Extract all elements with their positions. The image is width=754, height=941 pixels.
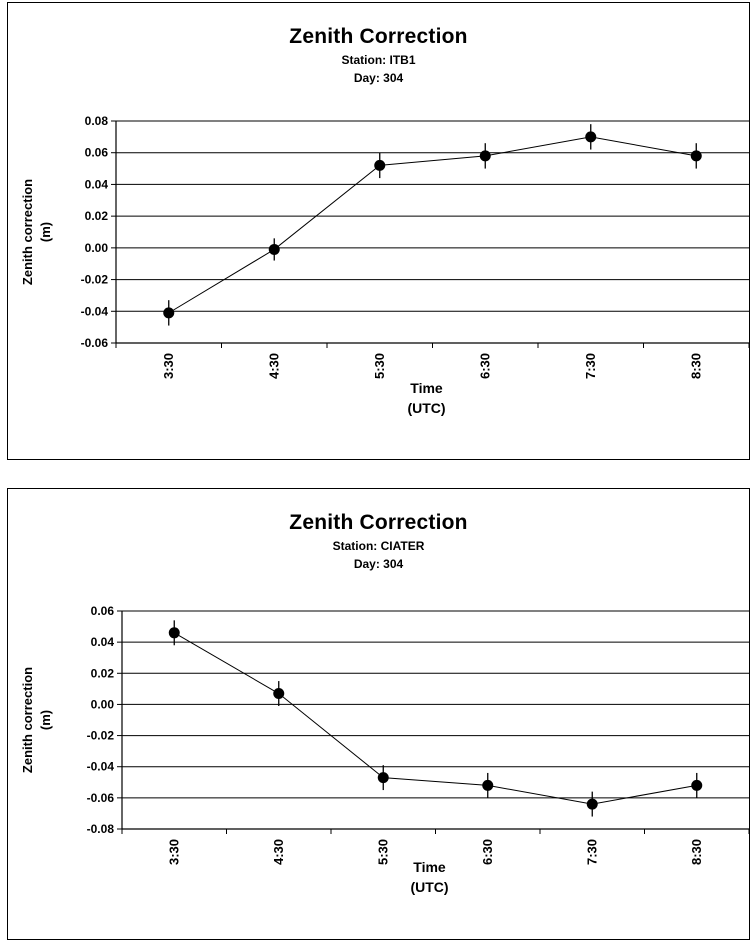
x-tick-label: 8:30	[689, 839, 704, 865]
y-tick-label: 0.02	[91, 666, 115, 680]
data-point	[482, 779, 494, 791]
data-point	[168, 627, 180, 639]
y-tick-label: -0.04	[81, 304, 109, 318]
data-point	[268, 243, 280, 255]
y-tick-label: -0.06	[87, 791, 115, 805]
chart-subtitle-day: Day: 304	[353, 71, 404, 85]
chart-subtitle-day: Day: 304	[353, 557, 404, 571]
y-tick-label: -0.06	[81, 336, 109, 350]
chart-panel-ciater: Zenith Correction Station: CIATER Day: 3…	[7, 488, 750, 940]
y-axis-unit: (m)	[38, 222, 53, 242]
y-tick-label: -0.02	[81, 273, 109, 287]
series-line	[168, 136, 697, 314]
x-tick-label: 5:30	[372, 353, 387, 379]
x-tick-label: 7:30	[584, 839, 599, 865]
y-axis-label: Zenith correction	[20, 667, 35, 773]
chart-title: Zenith Correction	[289, 25, 468, 48]
y-axis-label: Zenith correction	[20, 179, 35, 285]
x-tick-label: 8:30	[688, 353, 703, 379]
data-point	[479, 150, 491, 162]
chart-title: Zenith Correction	[289, 511, 468, 534]
series-line	[173, 632, 697, 805]
y-tick-label: -0.02	[87, 729, 115, 743]
chart-plot-itb1: 0.08 0.06 0.04 0.02 0.00 -0.02 -0.04 -0.06 3:30 4…	[20, 114, 750, 416]
x-tick-label: 6:30	[480, 839, 495, 865]
y-tick-label: -0.04	[87, 760, 115, 774]
x-axis-label: Time	[413, 859, 446, 875]
y-tick-label: -0.08	[87, 822, 115, 836]
y-tick-label: 0.06	[91, 604, 115, 618]
data-point	[377, 772, 389, 784]
data-point	[586, 798, 598, 810]
chart-subtitle-station: Station: ITB1	[341, 53, 416, 67]
y-axis-unit: (m)	[38, 710, 53, 730]
data-point	[273, 688, 285, 700]
x-tick-label: 4:30	[266, 353, 281, 379]
chart-panel-itb1: Zenith Correction Station: ITB1 Day: 304…	[7, 2, 750, 460]
y-tick-label: 0.08	[85, 114, 109, 128]
chart-subtitle-station: Station: CIATER	[332, 539, 425, 553]
y-tick-label: 0.04	[91, 635, 115, 649]
chart-titles: Zenith Correction Station: ITB1 Day: 304	[8, 25, 749, 85]
data-point	[374, 159, 386, 171]
x-tick-label: 3:30	[166, 839, 181, 865]
y-tick-label: 0.00	[85, 241, 109, 255]
x-tick-label: 7:30	[583, 353, 598, 379]
y-tick-label: 0.06	[85, 146, 109, 160]
y-tick-label: 0.02	[85, 209, 109, 223]
data-point	[585, 131, 597, 143]
chart-titles: Zenith Correction Station: CIATER Day: 3…	[8, 511, 749, 571]
data-point	[163, 307, 175, 319]
y-tick-label: 0.00	[91, 697, 115, 711]
x-tick-label: 6:30	[477, 353, 492, 379]
data-point	[690, 150, 702, 162]
x-tick-label: 5:30	[375, 839, 390, 865]
x-tick-label: 3:30	[161, 353, 176, 379]
x-axis-unit: (UTC)	[410, 879, 448, 895]
chart-plot-ciater: 0.06 0.04 0.02 0.00 -0.02 -0.04 -0.06 -0.08 3:30…	[20, 604, 750, 895]
x-axis-unit: (UTC)	[407, 400, 445, 416]
x-tick-label: 4:30	[271, 839, 286, 865]
x-axis-label: Time	[410, 380, 443, 396]
data-point	[691, 779, 703, 791]
y-tick-label: 0.04	[85, 177, 109, 191]
